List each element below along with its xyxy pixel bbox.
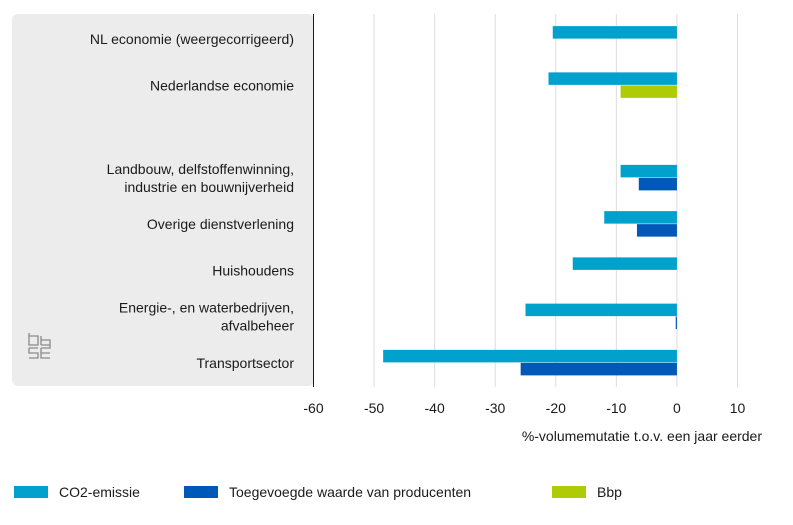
x-axis-title: %-volumemutatie t.o.v. een jaar eerder [522,428,763,444]
bar-series-0 [552,26,677,39]
x-tick-label: 0 [673,400,681,416]
bar-series-0 [548,72,677,85]
bar-series-1 [675,316,677,330]
gridlines [373,14,738,387]
legend-swatch-co2 [14,486,48,498]
x-tick-label: -40 [425,400,445,416]
bar-series-0 [525,303,677,317]
x-tick-labels: -60 -50 -40 -30 -20 -10 0 10 [303,400,745,416]
legend: CO2-emissie Toegevoegde waarde van produ… [14,484,774,500]
category-label: Overige dienstverlening [147,216,294,232]
legend-swatch-toegevoegde-waarde [184,486,218,498]
category-label: Landbouw, delfstoffenwinning, [107,161,294,177]
category-label: Energie-, en waterbedrijven, [119,300,294,316]
category-label: industrie en bouwnijverheid [124,179,294,195]
legend-label-bbp: Bbp [597,484,622,500]
x-tick-label: -20 [546,400,566,416]
x-tick-label: -60 [303,400,323,416]
category-panel [12,14,314,386]
x-tick-label: -30 [485,400,505,416]
bar-series-1 [638,177,677,191]
category-label: Nederlandse economie [150,77,294,93]
legend-swatch-bbp [552,486,586,498]
legend-item-co2: CO2-emissie [14,484,184,500]
category-labels: NL economie (weergecorrigeerd) Nederlands… [90,31,294,371]
category-label: Huishoudens [212,262,294,278]
bar-series-0 [383,349,677,363]
legend-label-toegevoegde-waarde: Toegevoegde waarde van producenten [229,484,472,500]
category-label: Transportsector [196,355,294,371]
bar-series-0 [572,257,677,270]
category-label: afvalbeheer [221,318,295,334]
x-tick-label: -50 [364,400,384,416]
legend-item-toegevoegde-waarde: Toegevoegde waarde van producenten [184,484,552,500]
bars [383,26,677,376]
legend-item-bbp: Bbp [552,484,622,500]
cbs-logo-icon [28,333,51,359]
bar-series-0 [604,211,677,224]
bar-series-2 [620,85,677,98]
x-tick-label: 10 [730,400,746,416]
bar-series-1 [636,224,677,237]
bar-series-0 [620,164,677,178]
x-tick-label: -10 [606,400,626,416]
category-label: NL economie (weergecorrigeerd) [90,31,294,47]
legend-label-co2: CO2-emissie [59,484,140,500]
bar-series-1 [520,362,677,376]
bar-chart: NL economie (weergecorrigeerd) Nederlands… [12,14,763,444]
